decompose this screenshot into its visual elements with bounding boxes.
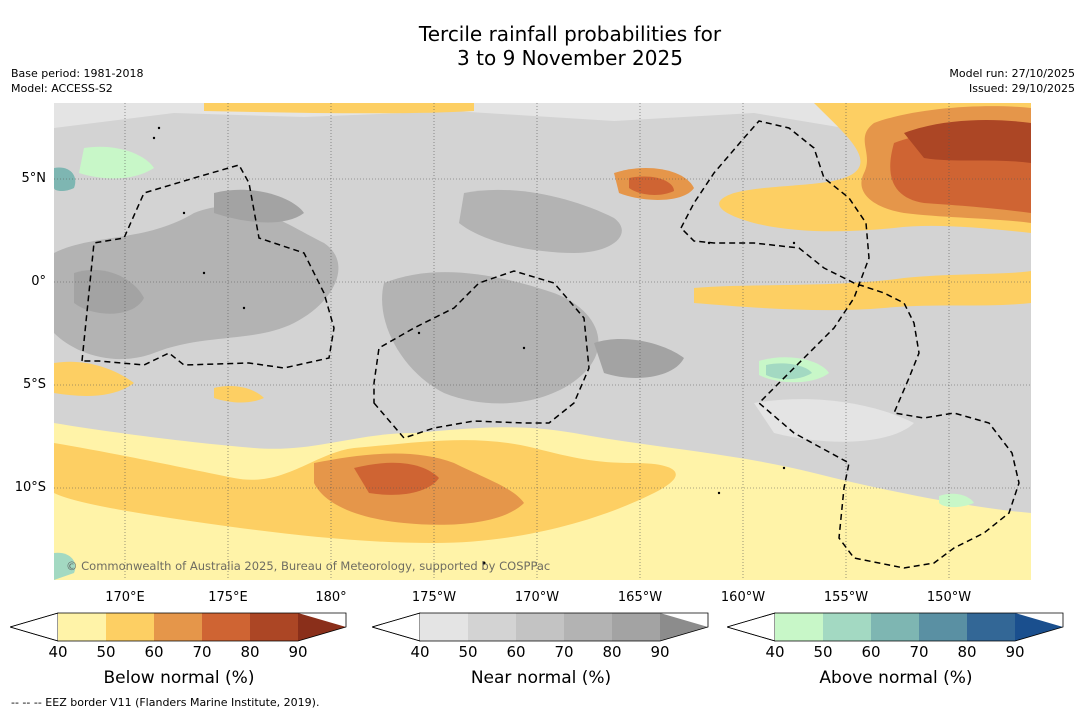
colorbar-near-swatch [468,613,516,641]
colorbar-near-normal [372,612,709,642]
above-tick: 60 [861,643,881,661]
below-tick: 50 [96,643,116,661]
near-normal-60-region [459,189,622,253]
eez-border-line-islands-region [680,120,1020,569]
above-normal-60-region [54,167,76,192]
below-normal-50-region [214,386,264,403]
below-normal-50-region [204,103,474,114]
near-normal-40-region [754,399,914,442]
near-tick: 80 [602,643,622,661]
below-normal-80-region [904,120,1031,163]
above-tick: 40 [765,643,785,661]
below-normal-50-region [54,361,134,396]
below-tick: 80 [240,643,260,661]
lon-label-175w: 175°W [411,590,457,605]
colorbar-below-swatch [202,613,250,641]
near-tick: 40 [410,643,430,661]
above-normal-50-region [766,363,812,380]
lat-label-10s: 10°S [14,480,46,495]
below-tick: 40 [48,643,68,661]
colorbar-below-swatch [106,613,154,641]
colorbar-near-extend-right [660,613,708,641]
model-run: Model run: 27/10/2025 [949,67,1075,80]
title-line-2: 3 to 9 November 2025 [457,46,683,70]
colorbar-near-extend-left [372,612,421,642]
islands [152,126,796,565]
chart-title: Tercile rainfall probabilities for 3 to … [0,22,1085,70]
lat-label-5s: 5°S [22,377,46,392]
above-tick: 90 [1005,643,1025,661]
colorbar-below-extend-left [10,612,59,642]
below-normal-title: Below normal (%) [103,668,255,688]
lon-label-155w: 155°W [823,590,869,605]
above-tick: 80 [957,643,977,661]
near-normal-70-region [594,338,684,378]
eez-border-nauru-region [81,164,335,369]
above-normal-50-region [54,552,76,580]
model-name: Model: ACCESS-S2 [11,82,113,95]
lon-label-180: 180° [315,590,347,605]
colorbar-below-extend-right [298,613,346,641]
colorbar-above-swatch [871,613,919,641]
meta-right: Model run: 27/10/2025 Issued: 29/10/2025 [949,66,1075,96]
colorbar-below-swatch [250,613,298,641]
near-normal-title: Near normal (%) [470,668,612,688]
above-normal-40-region [79,146,154,179]
colorbar-below-swatch [58,613,106,641]
rainfall-map [54,103,1031,580]
eez-border-phoenix-region [373,270,590,439]
lon-label-170w: 170°W [514,590,560,605]
lon-label-170e: 170°E [105,590,145,605]
near-tick: 60 [506,643,526,661]
near-normal-70-region [74,269,144,314]
map-canvas [54,103,1031,580]
graticule [54,103,1031,580]
near-normal-70-region [214,189,304,223]
colorbar-near-swatch [612,613,660,641]
issued-date: Issued: 29/10/2025 [968,82,1075,95]
colorbar-near-swatch [516,613,564,641]
colorbar-near-swatch [420,613,468,641]
title-line-1: Tercile rainfall probabilities for [418,22,722,46]
below-tick: 70 [192,643,212,661]
near-normal-60-region [382,272,599,404]
colorbar-below-swatch [154,613,202,641]
lon-label-175e: 175°E [208,590,248,605]
colorbar-above-normal [727,612,1064,642]
eez-borders [81,120,1020,569]
above-normal-title: Above normal (%) [819,668,973,688]
colorbar-above-extend-left [727,612,776,642]
lat-label-0: 0° [31,274,46,289]
colorbar-above-swatch [823,613,871,641]
colorbar-above-extend-right [1015,613,1063,641]
base-period: Base period: 1981-2018 [11,67,144,80]
below-tick: 60 [144,643,164,661]
colorbar-below-normal [10,612,347,642]
lat-label-5n: 5°N [21,171,47,186]
above-tick: 70 [909,643,929,661]
above-normal-40-region [939,493,974,508]
copyright-notice: © Commonwealth of Australia 2025, Bureau… [66,559,551,573]
near-tick: 50 [458,643,478,661]
lon-label-150w: 150°W [926,590,972,605]
colorbar-above-swatch [775,613,823,641]
colorbar-above-swatch [967,613,1015,641]
near-tick: 90 [650,643,670,661]
lon-label-165w: 165°W [617,590,663,605]
below-tick: 90 [288,643,308,661]
below-normal-50-region [694,271,1031,311]
meta-left: Base period: 1981-2018 Model: ACCESS-S2 [11,66,143,96]
colorbar-above-swatch [919,613,967,641]
near-tick: 70 [554,643,574,661]
above-tick: 50 [813,643,833,661]
lon-label-160w: 160°W [720,590,766,605]
colorbar-near-swatch [564,613,612,641]
eez-footnote: -- -- -- EEZ border V11 (Flanders Marine… [11,696,320,709]
below-normal-70-region [354,462,439,495]
